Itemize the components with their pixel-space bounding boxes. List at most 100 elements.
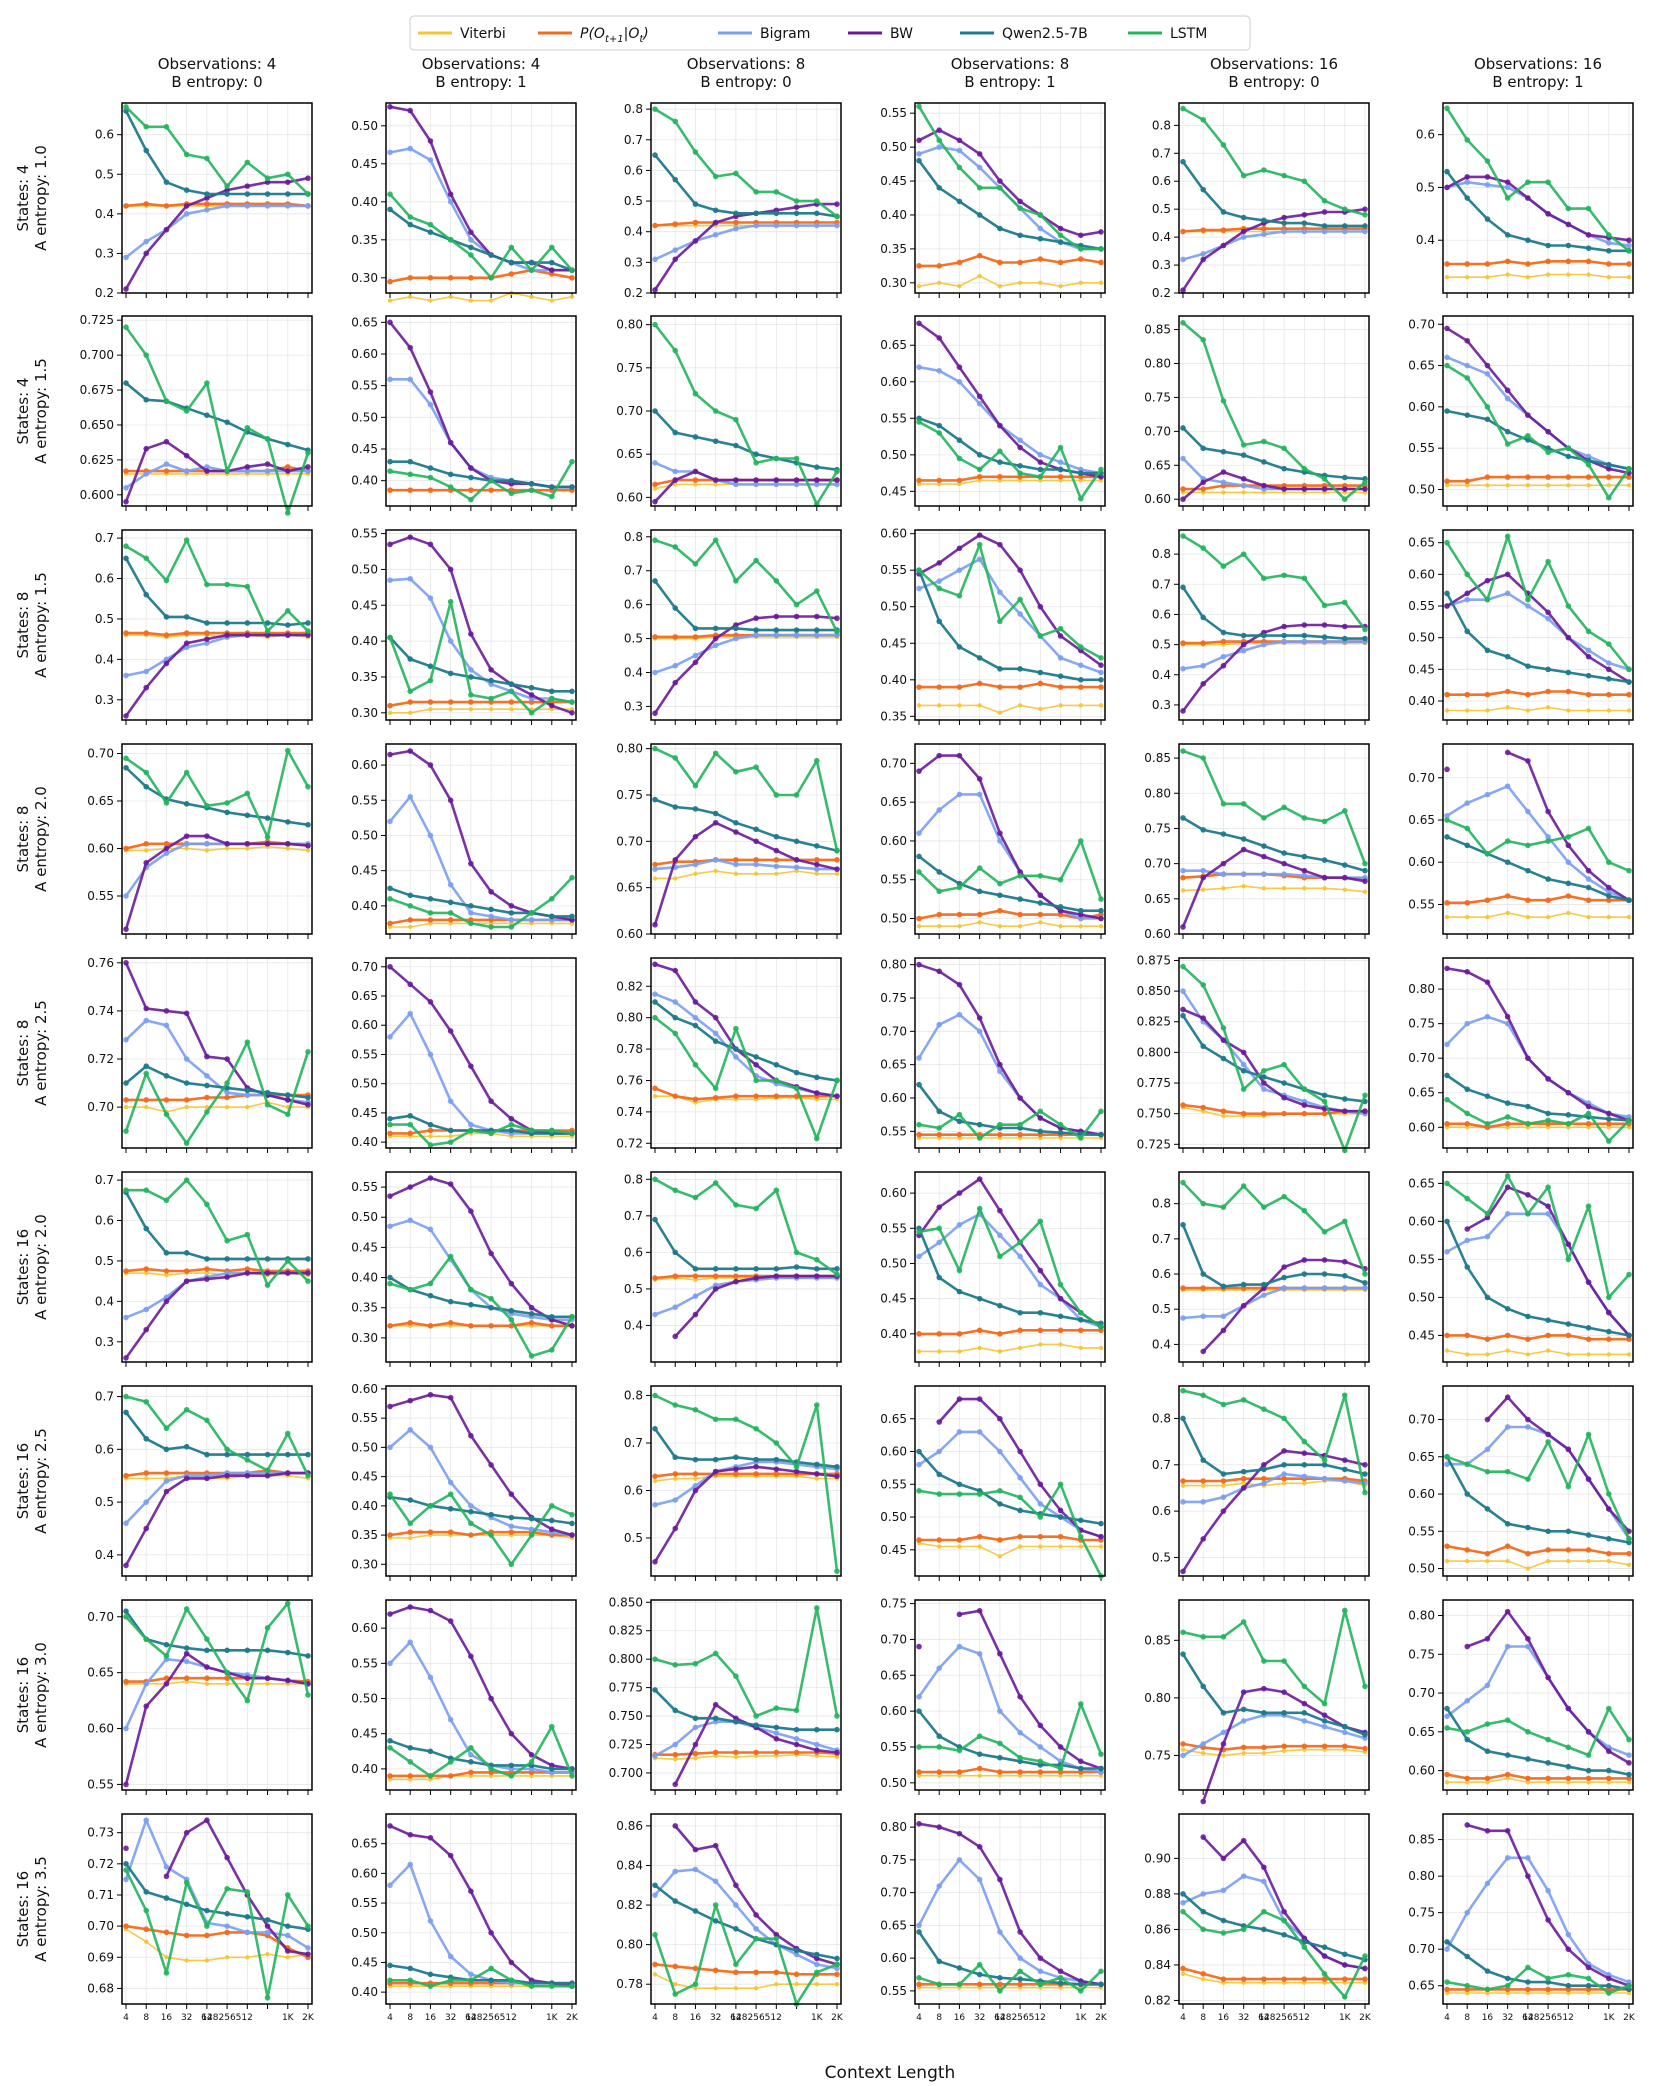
data-point-conditional xyxy=(1180,874,1186,881)
data-point-lstm xyxy=(733,578,739,584)
data-point-conditional xyxy=(407,1319,414,1326)
data-point-lstm xyxy=(672,544,679,550)
series-line-bigram xyxy=(389,147,572,272)
legend-label-viterbi: Viterbi xyxy=(460,26,506,42)
series-line-lstm xyxy=(389,1255,574,1358)
data-point-bigram xyxy=(1605,888,1612,895)
data-point-qwen xyxy=(1037,1309,1044,1316)
subplot-frame xyxy=(121,1171,313,1363)
data-point-bigram xyxy=(1484,1013,1491,1020)
data-point-qwen xyxy=(1281,632,1287,639)
y-tick-label: 0.55 xyxy=(880,1124,907,1138)
data-point-conditional xyxy=(468,699,474,705)
data-point-conditional xyxy=(1585,691,1592,698)
y-tick-label: 0.40 xyxy=(880,673,907,687)
data-point-bw xyxy=(1525,1055,1531,1061)
data-point-lstm xyxy=(1180,748,1186,754)
data-point-lstm xyxy=(1626,666,1632,673)
data-point-viterbi xyxy=(1098,703,1104,708)
series-line-bigram xyxy=(1182,230,1365,261)
y-tick-label: 0.45 xyxy=(351,157,378,171)
data-point-bw xyxy=(305,1270,311,1276)
series-line-conditional xyxy=(1182,227,1365,233)
series-line-qwen xyxy=(654,798,838,852)
data-point-qwen xyxy=(834,1726,840,1733)
y-tick-label: 0.65 xyxy=(1408,1176,1435,1190)
series-conditional xyxy=(916,1327,1104,1337)
y-tick-label: 0.60 xyxy=(880,1445,907,1459)
data-point-qwen xyxy=(1626,897,1632,904)
series-line-lstm xyxy=(125,538,309,633)
data-point-bw xyxy=(1525,412,1531,418)
data-point-conditional xyxy=(468,1769,474,1776)
subplot: 0.600.650.700.750.80 xyxy=(616,315,842,511)
data-point-lstm xyxy=(1484,596,1491,603)
series-line-qwen xyxy=(1445,1456,1630,1544)
data-point-viterbi xyxy=(1098,1345,1104,1351)
subplot: 0.550.600.650.70 xyxy=(87,1599,313,1795)
data-point-bw xyxy=(773,1736,780,1742)
data-point-bigram xyxy=(1321,638,1328,645)
data-point-lstm xyxy=(1098,1324,1104,1330)
subplot-frame xyxy=(1178,743,1370,935)
data-point-conditional xyxy=(1301,1110,1308,1117)
y-tick-label: 0.45 xyxy=(880,1543,907,1557)
data-point-bigram xyxy=(733,225,739,232)
data-point-qwen xyxy=(1220,448,1227,455)
data-point-qwen xyxy=(1017,1309,1023,1316)
data-point-bigram xyxy=(264,203,271,209)
data-point-bigram xyxy=(1261,1086,1267,1092)
data-point-qwen xyxy=(1220,209,1227,215)
data-point-bigram xyxy=(407,1639,414,1646)
data-point-qwen xyxy=(692,1456,699,1463)
data-point-qwen xyxy=(1605,893,1612,899)
data-point-lstm xyxy=(1077,644,1084,650)
data-point-bigram xyxy=(1321,1475,1328,1482)
y-tick-label: 0.50 xyxy=(351,119,378,133)
data-point-lstm xyxy=(1341,1392,1348,1399)
data-point-viterbi xyxy=(1465,1352,1470,1357)
data-point-qwen xyxy=(1464,1264,1471,1270)
data-point-qwen xyxy=(1180,1221,1186,1228)
data-point-qwen xyxy=(956,198,963,205)
y-tick-label: 0.35 xyxy=(351,1528,378,1542)
y-tick-label: 0.5 xyxy=(1416,180,1435,194)
data-point-qwen xyxy=(264,191,271,197)
y-tick-label: 0.55 xyxy=(351,1656,378,1670)
y-tick-label: 0.80 xyxy=(1144,786,1171,800)
series-line-qwen xyxy=(389,887,572,918)
y-tick-label: 0.60 xyxy=(87,842,114,856)
data-point-qwen xyxy=(1464,412,1471,418)
data-point-lstm xyxy=(1464,1110,1471,1117)
data-point-qwen xyxy=(284,191,291,197)
data-point-qwen xyxy=(1464,628,1471,635)
series-bw xyxy=(652,1463,840,1565)
series-line-bw xyxy=(918,963,1102,1136)
data-point-lstm xyxy=(183,1177,190,1183)
data-point-bw xyxy=(1017,869,1023,875)
data-point-qwen xyxy=(284,819,291,825)
data-point-bw xyxy=(652,498,658,505)
data-point-conditional xyxy=(163,468,170,474)
data-point-conditional xyxy=(387,1323,393,1329)
data-point-viterbi xyxy=(673,1757,678,1762)
y-tick-label: 0.65 xyxy=(87,1666,114,1680)
data-point-lstm xyxy=(1504,195,1511,201)
data-point-viterbi xyxy=(1566,1352,1571,1357)
data-point-bw xyxy=(936,127,943,133)
data-point-bigram xyxy=(1585,647,1592,654)
data-point-lstm xyxy=(1037,633,1044,639)
data-point-qwen xyxy=(1585,672,1592,679)
data-point-bw xyxy=(753,1061,759,1068)
data-point-bigram xyxy=(407,1217,414,1224)
data-point-qwen xyxy=(548,1313,555,1320)
row-label-line1: States: 8 xyxy=(14,806,32,873)
y-tick-label: 0.3 xyxy=(1152,698,1171,712)
data-point-bigram xyxy=(672,662,679,669)
data-point-qwen xyxy=(204,412,210,418)
data-point-bw xyxy=(1240,1302,1247,1309)
data-point-bigram xyxy=(1220,1494,1227,1501)
data-point-qwen xyxy=(1077,1316,1084,1323)
data-point-bw xyxy=(204,1475,210,1482)
